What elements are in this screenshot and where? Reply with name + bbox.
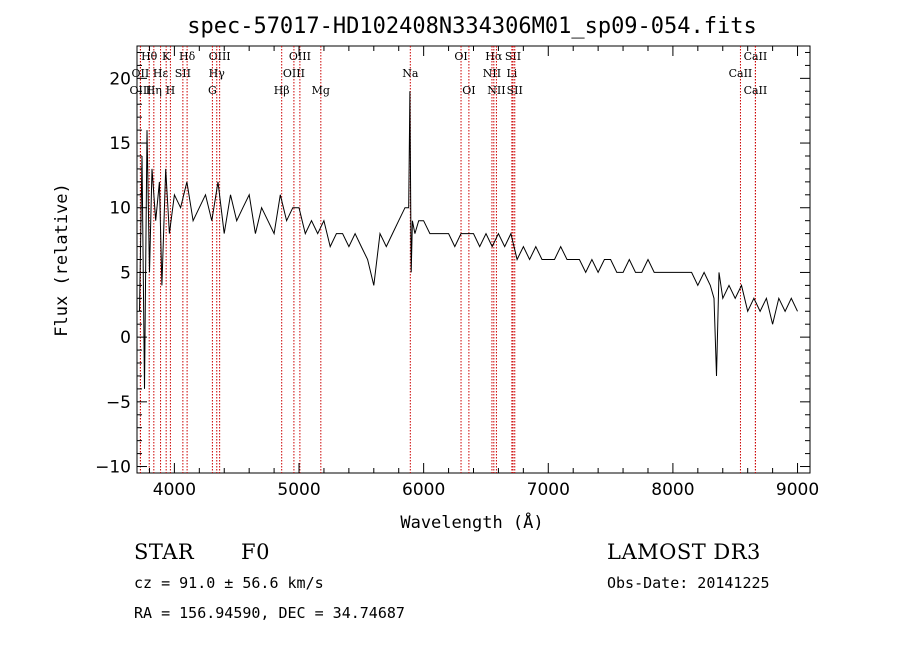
x-tick-label: 4000 — [153, 480, 196, 500]
marker-label: SII — [507, 84, 523, 97]
y-tick-label: 5 — [120, 263, 131, 283]
chart-title: spec-57017-HD102408N334306M01_sp09-054.f… — [187, 14, 757, 39]
marker-label: G — [208, 84, 217, 97]
marker-label: Hγ — [209, 67, 226, 80]
marker-label: CaII — [729, 67, 753, 80]
marker-label: Hθ — [141, 50, 158, 63]
y-tick-label: −5 — [106, 393, 131, 413]
marker-label: OIII — [283, 67, 305, 80]
x-tick-label: 8000 — [651, 480, 694, 500]
redshift-readout: cz = 91.0 ± 56.6 km/s — [134, 574, 324, 592]
marker-label: Hε — [153, 67, 169, 80]
coordinates: RA = 156.94590, DEC = 34.74687 — [134, 604, 405, 622]
y-tick-label: 20 — [109, 69, 131, 89]
marker-label: OI — [462, 84, 475, 97]
x-tick-label: 6000 — [402, 480, 445, 500]
marker-label: OI — [454, 50, 467, 63]
y-tick-label: −10 — [95, 458, 131, 478]
marker-label: OIII — [209, 50, 231, 63]
object-type: STAR — [134, 540, 195, 564]
marker-label: SII — [175, 67, 191, 80]
marker-label: Li — [506, 67, 517, 80]
x-tick-label: 5000 — [277, 480, 320, 500]
marker-label: K — [162, 50, 171, 63]
marker-label: Hβ — [274, 84, 290, 97]
axis-ticks: 4000 5000 6000 7000 8000 9000 −10 −5 0 5 10 15 20 — [95, 46, 819, 500]
plot-frame — [136, 45, 811, 474]
y-tick-label: 15 — [109, 134, 131, 154]
marker-label: SII — [505, 50, 521, 63]
marker-label: Hη — [146, 84, 162, 97]
marker-label: NII — [483, 67, 501, 80]
y-tick-label: 10 — [109, 199, 131, 219]
marker-label: Mg — [312, 84, 330, 97]
marker-label: OIII — [129, 84, 151, 97]
y-axis-label: Flux (relative) — [52, 183, 72, 337]
survey-name: LAMOST DR3 — [607, 540, 761, 564]
spectral-subclass: F0 — [241, 540, 270, 564]
x-tick-label: 7000 — [527, 480, 570, 500]
marker-label: H — [166, 84, 176, 97]
x-tick-label: 9000 — [776, 480, 819, 500]
x-axis-label: Wavelength (Å) — [400, 511, 543, 533]
marker-label: Na — [402, 67, 419, 80]
marker-label: OIII — [289, 50, 311, 63]
obs-date: Obs-Date: 20141225 — [607, 574, 770, 592]
y-tick-label: 0 — [120, 328, 131, 348]
spectrum-line — [139, 91, 798, 389]
marker-label: Hα — [485, 50, 503, 63]
marker-label: NII — [487, 84, 505, 97]
marker-label: CaII — [744, 84, 768, 97]
marker-label: Hδ — [179, 50, 196, 63]
